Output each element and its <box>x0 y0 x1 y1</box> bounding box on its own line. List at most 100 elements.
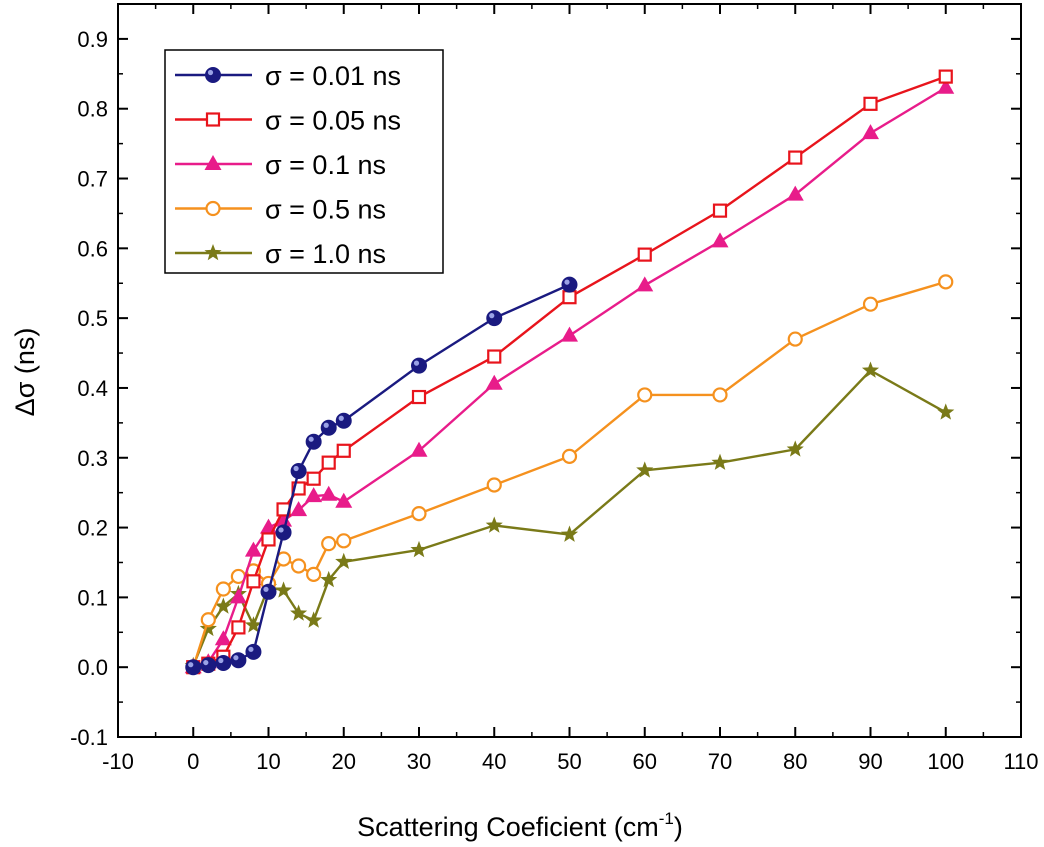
legend-label: σ = 0.01 ns <box>265 61 401 91</box>
data-point <box>712 387 728 403</box>
data-point-body <box>275 524 292 541</box>
data-point <box>290 501 308 517</box>
y-tick-label: -0.1 <box>70 725 108 750</box>
data-point-body <box>290 463 307 480</box>
data-point <box>244 616 263 633</box>
data-point-highlight <box>263 586 269 592</box>
data-point-highlight <box>489 313 495 319</box>
data-point-highlight <box>413 360 420 366</box>
x-tick-label: 20 <box>332 749 356 774</box>
x-tick-label: 70 <box>708 749 732 774</box>
series-layer <box>184 69 955 676</box>
ticks-layer: -10 0 10 20 30 40 50 60 70 80 90 100 110 -0.1 0.0 0.1 0.… <box>70 3 1039 774</box>
series-0 <box>185 276 578 676</box>
data-point <box>200 612 216 628</box>
legend-swatch-marker <box>205 67 221 83</box>
data-point <box>712 203 728 218</box>
data-point <box>938 69 953 84</box>
data-point-highlight <box>188 662 194 668</box>
data-point <box>336 533 352 549</box>
data-point-highlight <box>293 465 299 472</box>
data-point <box>336 443 351 458</box>
data-point <box>214 597 232 614</box>
x-tick-label: 10 <box>256 749 280 774</box>
data-point <box>636 276 654 292</box>
data-point-body <box>230 652 247 669</box>
data-point <box>862 296 879 312</box>
data-point <box>335 552 353 570</box>
legend: σ = 0.01 ns σ = 0.05 ns σ = 0.1 ns σ = 0.5 … <box>164 49 444 274</box>
data-point <box>230 652 247 669</box>
data-point <box>320 485 338 501</box>
y-tick-label: 0.8 <box>77 97 108 122</box>
series-3 <box>185 274 954 675</box>
data-point <box>410 441 428 457</box>
y-tick-label: 0.1 <box>77 585 108 610</box>
data-point <box>485 374 503 390</box>
data-point <box>637 387 653 403</box>
y-tick-label: 0.2 <box>77 516 108 541</box>
y-tick-label: 0.5 <box>77 306 108 331</box>
data-point-body <box>561 276 578 293</box>
data-point <box>321 536 337 552</box>
y-tick-label: 0.6 <box>77 236 108 261</box>
data-point-highlight <box>278 527 284 533</box>
x-axis-title-end: ) <box>674 812 683 842</box>
data-point <box>321 455 336 470</box>
data-point <box>231 620 246 635</box>
data-point-highlight <box>338 415 344 421</box>
data-point <box>938 274 954 290</box>
data-point-body <box>185 659 202 676</box>
data-point <box>486 310 503 327</box>
data-point <box>411 389 427 405</box>
x-tick-label: 50 <box>557 749 581 774</box>
data-point <box>561 276 578 293</box>
data-point <box>275 511 293 527</box>
legend-entry: σ = 0.05 ns <box>175 106 401 136</box>
data-point-body <box>245 643 262 660</box>
data-point <box>229 588 247 604</box>
data-point <box>711 453 729 470</box>
data-point <box>215 655 232 672</box>
series-4 <box>184 361 955 674</box>
data-point <box>335 412 352 429</box>
x-tick-label: 110 <box>1003 749 1038 774</box>
data-point <box>486 477 502 493</box>
x-tick-label: -10 <box>102 749 134 774</box>
legend-swatch-marker <box>205 200 221 217</box>
y-axis-title: Δσ (ns) <box>10 328 40 417</box>
data-point-body <box>260 583 277 600</box>
x-axis-title-sup: -1 <box>659 809 674 828</box>
data-point <box>561 448 578 464</box>
legend-swatch-marker-highlight <box>207 69 214 76</box>
data-point <box>937 78 955 94</box>
legend-swatch-marker <box>204 155 222 170</box>
x-axis-title-main: Scattering Coeficient (cm <box>357 812 659 842</box>
data-point <box>320 570 338 588</box>
series-line <box>192 369 947 667</box>
data-point-body <box>305 433 322 450</box>
data-point <box>246 574 261 589</box>
data-point <box>215 581 231 597</box>
data-point <box>290 463 307 480</box>
data-point-body <box>320 419 337 436</box>
data-point <box>290 604 308 621</box>
data-point <box>636 461 654 478</box>
x-tick-label: 80 <box>783 749 807 774</box>
data-point <box>711 232 729 248</box>
data-point <box>562 290 577 305</box>
data-point <box>411 357 427 374</box>
data-point <box>306 471 321 486</box>
x-axis-title: Scattering Coeficient (cm-1) <box>357 809 683 842</box>
data-point <box>788 150 803 165</box>
legend-entry: σ = 0.5 ns <box>175 195 386 225</box>
data-point <box>637 247 652 262</box>
legend-entry: σ = 0.1 ns <box>175 150 386 180</box>
data-point-highlight <box>323 422 329 428</box>
data-point-highlight <box>233 655 239 661</box>
data-point <box>411 506 427 522</box>
legend-swatch-marker <box>204 244 222 261</box>
data-point <box>200 657 217 674</box>
data-point <box>786 440 804 457</box>
